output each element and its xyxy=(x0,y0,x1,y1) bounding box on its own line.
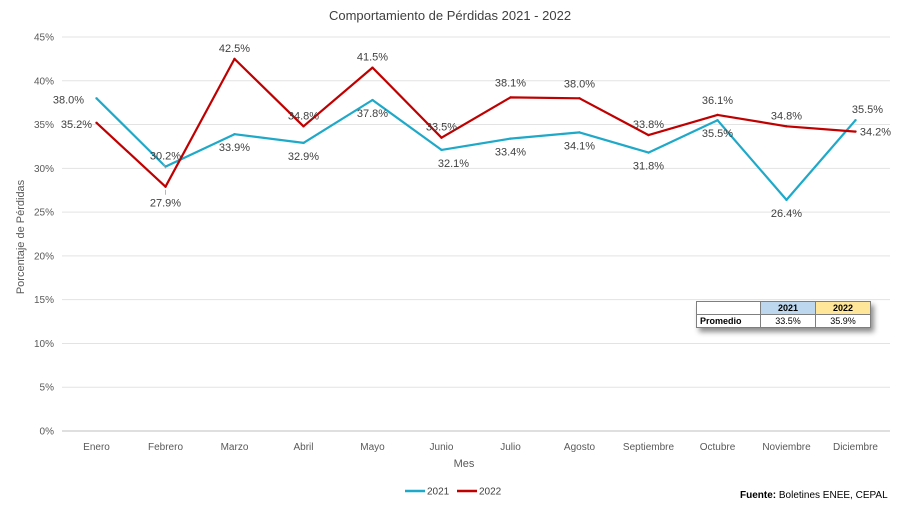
data-label-2021: 32.1% xyxy=(438,158,469,170)
series-line-2022 xyxy=(95,57,856,188)
data-point-2022 xyxy=(164,185,167,188)
data-label-2022: 34.8% xyxy=(771,110,802,122)
y-tick-label: 15% xyxy=(34,295,54,306)
x-tick-label: Noviembre xyxy=(762,442,811,453)
data-point-2021 xyxy=(854,118,857,122)
data-label-2022: 33.5% xyxy=(426,122,457,134)
data-label-2022: 27.9% xyxy=(150,198,181,210)
data-label-2021: 35.5% xyxy=(702,128,733,140)
data-point-2022 xyxy=(233,57,236,61)
legend: 2021 2022 xyxy=(405,487,502,498)
x-tick-label: Julio xyxy=(500,442,521,453)
data-point-2021 xyxy=(509,137,512,140)
x-tick-label: Agosto xyxy=(564,442,596,453)
data-point-2022 xyxy=(371,66,374,69)
data-label-2022: 34.8% xyxy=(288,110,319,122)
data-point-2021 xyxy=(647,151,650,154)
y-tick-label: 45% xyxy=(34,33,54,44)
data-point-2021 xyxy=(578,131,581,134)
data-point-2022 xyxy=(716,113,719,117)
summary-average-row: Promedio 33.5% 35.9% xyxy=(696,314,871,328)
data-label-2021: 38.0% xyxy=(53,94,84,106)
data-label-2022: 38.1% xyxy=(495,77,526,89)
source-note: Fuente: Boletines ENEE, CEPAL xyxy=(740,490,888,501)
data-label-2022: 36.1% xyxy=(702,95,733,107)
x-tick-label: Septiembre xyxy=(623,442,675,453)
x-tick-label: Enero xyxy=(83,442,110,453)
y-tick-label: 40% xyxy=(34,76,54,87)
data-label-2022: 42.5% xyxy=(219,43,250,55)
data-label-2021: 32.9% xyxy=(288,151,319,163)
data-label-2022: 34.2% xyxy=(860,127,891,139)
y-tick-label: 35% xyxy=(34,120,54,131)
y-tick-label: 30% xyxy=(34,164,54,175)
summary-row-label: Promedio xyxy=(696,314,761,328)
series-line-2021 xyxy=(95,97,857,201)
data-label-2022: 33.8% xyxy=(633,119,664,131)
data-point-2021 xyxy=(716,118,719,122)
data-label-2021: 33.4% xyxy=(495,147,526,159)
legend-label-2021: 2021 xyxy=(427,487,450,498)
data-label-2021: 37.8% xyxy=(357,108,388,120)
data-label-2021: 33.9% xyxy=(219,142,250,154)
y-axis-title: Porcentaje de Pérdidas xyxy=(15,179,27,294)
data-point-2022 xyxy=(647,133,650,137)
x-tick-label: Abril xyxy=(293,442,313,453)
summary-header-row: 2021 2022 xyxy=(696,301,871,315)
data-label-2021: 30.2% xyxy=(150,151,181,163)
data-label-2021: 34.1% xyxy=(564,140,595,152)
data-point-2021 xyxy=(440,148,443,152)
data-label-2021: 31.8% xyxy=(633,161,664,173)
y-tick-label: 25% xyxy=(34,208,54,219)
data-point-2022 xyxy=(440,136,443,139)
series-lines xyxy=(95,57,857,202)
x-tick-label: Octubre xyxy=(700,442,736,453)
data-point-2021 xyxy=(785,198,788,202)
data-point-2022 xyxy=(578,97,581,100)
data-point-2021 xyxy=(95,97,98,100)
data-label-2021: 26.4% xyxy=(771,208,802,220)
summary-header-2022: 2022 xyxy=(815,301,871,315)
data-label-2022: 35.2% xyxy=(61,119,92,131)
data-label-2022: 41.5% xyxy=(357,52,388,64)
data-point-2021 xyxy=(302,141,305,145)
data-point-2021 xyxy=(233,132,236,136)
x-tick-label: Junio xyxy=(430,442,454,453)
data-point-2022 xyxy=(854,130,857,133)
x-tick-label: Febrero xyxy=(148,442,183,453)
y-tick-label: 5% xyxy=(40,383,55,394)
summary-value-2022: 35.9% xyxy=(815,314,871,328)
source-text: Boletines ENEE, CEPAL xyxy=(776,490,888,501)
summary-header-2021: 2021 xyxy=(760,301,816,315)
legend-label-2022: 2022 xyxy=(479,487,502,498)
x-tick-label: Marzo xyxy=(221,442,249,453)
data-label-2022: 38.0% xyxy=(564,78,595,90)
summary-table: 2021 2022 Promedio 33.5% 35.9% xyxy=(696,301,871,328)
x-axis-ticks: Enero Febrero Marzo Abril Mayo Junio Julio Agos… xyxy=(83,442,878,453)
x-axis-title: Mes xyxy=(454,458,475,470)
data-point-2022 xyxy=(785,125,788,128)
x-tick-label: Diciembre xyxy=(833,442,878,453)
y-axis-ticks: 0% 5% 10% 15% 20% 25% 30% 35% 40% 45% xyxy=(34,33,54,438)
data-point-2022 xyxy=(509,96,512,99)
source-label: Fuente: xyxy=(740,490,776,501)
data-labels: 38.0% 30.2% 33.9% 32.9% 37.8% 32.1% 33.4% 34.1%… xyxy=(53,43,891,220)
chart-title: Comportamiento de Pérdidas 2021 - 2022 xyxy=(329,8,571,23)
summary-value-2021: 33.5% xyxy=(760,314,816,328)
data-label-leader xyxy=(163,163,166,169)
data-point-2022 xyxy=(95,121,98,125)
gridlines xyxy=(62,36,890,432)
data-point-2022 xyxy=(302,125,305,128)
summary-corner-cell xyxy=(696,301,761,315)
data-label-2021: 35.5% xyxy=(852,104,883,116)
y-tick-label: 20% xyxy=(34,251,54,262)
data-point-2021 xyxy=(371,98,374,102)
y-tick-label: 0% xyxy=(40,427,55,438)
y-tick-label: 10% xyxy=(34,339,54,350)
x-tick-label: Mayo xyxy=(360,442,385,453)
